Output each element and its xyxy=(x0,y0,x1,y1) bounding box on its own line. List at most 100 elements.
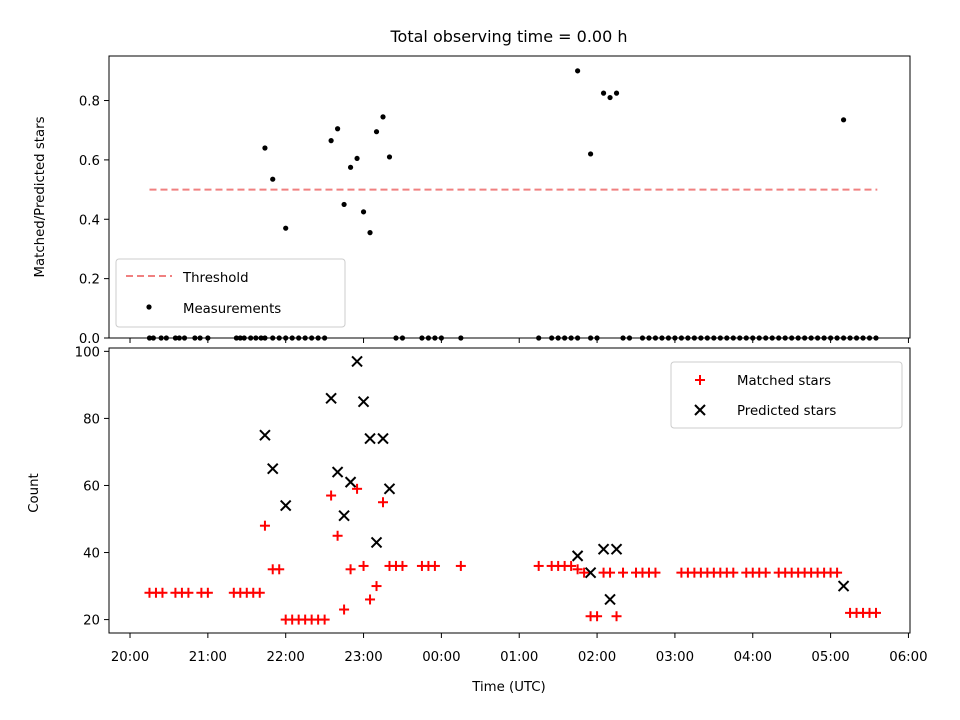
predicted-star-point-b xyxy=(571,550,584,562)
measurement-point xyxy=(341,201,347,208)
predicted-star-point-b xyxy=(837,580,850,592)
measurement-point xyxy=(613,90,620,96)
top-panel: Total observing time = 0.00 h Matched/Pr… xyxy=(33,27,911,347)
predicted-star-point-b xyxy=(357,395,370,408)
legend-matched-label: Matched stars xyxy=(737,374,831,389)
matched-star-point xyxy=(760,567,771,578)
x-tick-label: 04:00 xyxy=(734,650,772,665)
top-y-tick-label: 0.2 xyxy=(79,273,100,288)
matched-star-point xyxy=(605,567,616,578)
matched-star-point xyxy=(832,567,843,578)
matched-star-point xyxy=(202,587,213,598)
x-tick-label: 01:00 xyxy=(500,650,538,665)
predicted-star-point xyxy=(364,432,376,445)
predicted-star-point-b xyxy=(325,392,337,405)
measurement-point xyxy=(373,129,380,135)
legend-matched-swatch xyxy=(695,375,705,385)
matched-star-point xyxy=(345,564,356,575)
matched-star-point xyxy=(429,560,440,571)
measurement-point xyxy=(367,230,373,236)
predicted-star-point xyxy=(837,580,850,592)
bottom-y-tick-label: 100 xyxy=(75,345,100,360)
x-tick-label: 00:00 xyxy=(422,650,460,665)
matched-star-point xyxy=(378,497,389,508)
top-y-tick-label: 0.4 xyxy=(79,213,100,228)
matched-star-point xyxy=(611,611,622,622)
measurement-point xyxy=(386,154,393,160)
top-y-tick-label: 0.8 xyxy=(79,95,100,110)
predicted-star-point-b xyxy=(351,355,363,368)
predicted-star-point-b xyxy=(377,432,389,445)
predicted-star-point xyxy=(571,550,584,562)
matched-star-point xyxy=(455,560,466,571)
x-tick-label: 05:00 xyxy=(811,650,849,665)
predicted-star-point xyxy=(344,476,357,488)
bottom-y-tick-label: 20 xyxy=(83,614,100,629)
matched-star-point xyxy=(579,567,590,578)
predicted-star-point-b xyxy=(259,429,271,441)
measurement-point xyxy=(600,90,607,96)
bottom-y-axis-label: Count xyxy=(27,473,42,513)
predicted-star-point-b xyxy=(364,432,376,445)
top-legend-box xyxy=(115,258,346,328)
measurement-point xyxy=(360,209,367,215)
predicted-star-point xyxy=(357,395,370,408)
bottom-panel: Count Time (UTC) 20:00 21:00 22:00 23:00 00:… xyxy=(27,345,928,695)
legend-threshold-label: Threshold xyxy=(182,271,249,286)
matched-star-point xyxy=(650,567,661,578)
matched-star-point xyxy=(592,611,603,622)
measurement-point xyxy=(607,94,613,101)
legend-predicted-label: Predicted stars xyxy=(737,404,836,419)
legend-measurements-swatch xyxy=(146,304,152,310)
matched-star-point xyxy=(618,567,629,578)
top-plot-frame xyxy=(108,55,911,339)
matched-star-point xyxy=(365,594,376,605)
predicted-star-point-b xyxy=(597,543,610,555)
measurement-point xyxy=(587,151,594,157)
matched-star-point xyxy=(533,560,544,571)
predicted-star-point xyxy=(584,566,597,579)
predicted-star-point xyxy=(325,392,337,405)
measurement-point xyxy=(347,164,354,170)
matched-star-point xyxy=(274,564,285,575)
predicted-star-point xyxy=(351,355,363,368)
predicted-star-point xyxy=(604,593,616,606)
matched-star-point xyxy=(358,560,369,571)
predicted-star-point xyxy=(597,543,610,555)
top-y-axis-label: Matched/Predicted stars xyxy=(33,116,48,277)
predicted-star-point-b xyxy=(267,462,279,475)
legend-x-mark xyxy=(694,404,706,416)
matched-star-point xyxy=(352,483,363,494)
x-tick-label: 23:00 xyxy=(344,650,382,665)
predicted-star-point-b xyxy=(338,509,350,522)
predicted-star-point xyxy=(377,432,389,445)
predicted-star-point xyxy=(279,499,292,512)
x-axis-label: Time (UTC) xyxy=(471,680,546,695)
predicted-star-point xyxy=(259,429,271,441)
matched-star-point xyxy=(339,604,350,615)
matched-star-point xyxy=(157,587,168,598)
measurement-point xyxy=(354,155,360,162)
matched-star-point xyxy=(371,581,382,592)
measurement-point xyxy=(334,126,341,132)
predicted-star-point-b xyxy=(279,499,292,512)
predicted-star-point xyxy=(331,466,344,478)
matched-star-point xyxy=(397,560,408,571)
top-y-tick-label: 0.6 xyxy=(79,154,100,169)
bottom-y-tick-label: 40 xyxy=(83,547,100,562)
measurement-point xyxy=(575,68,581,74)
matched-star-point xyxy=(254,587,265,598)
bottom-legend-box xyxy=(670,361,903,429)
predicted-star-point-b xyxy=(344,476,357,488)
bottom-y-tick-label: 80 xyxy=(83,412,100,427)
legend-plus-mark xyxy=(695,375,705,385)
predicted-star-point-b xyxy=(604,593,616,606)
matched-star-point xyxy=(728,567,739,578)
matched-star-point xyxy=(183,587,194,598)
matched-star-point xyxy=(871,607,882,618)
predicted-star-point-b xyxy=(370,536,383,549)
measurement-point xyxy=(270,176,276,182)
predicted-star-point-b xyxy=(331,466,344,478)
x-tick-label: 02:00 xyxy=(578,650,616,665)
bottom-plot-frame xyxy=(108,347,911,634)
